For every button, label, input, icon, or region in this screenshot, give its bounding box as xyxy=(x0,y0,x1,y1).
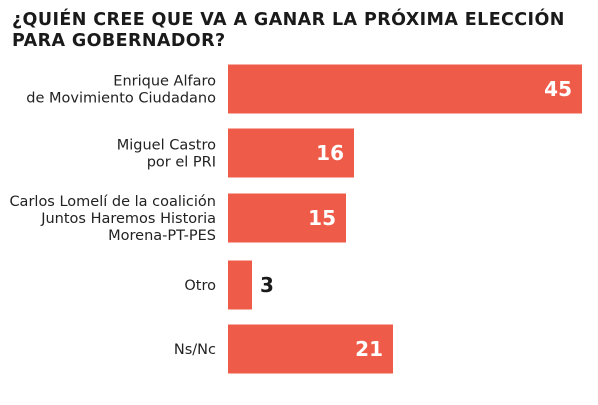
bar-1 xyxy=(228,128,354,178)
value-label-3: 3 xyxy=(260,273,274,297)
bar-2 xyxy=(228,193,346,243)
category-label-2-line-2: Morena-PT-PES xyxy=(108,228,216,244)
value-label-1: 16 xyxy=(316,141,344,165)
category-label-1-line-0: Miguel Castro xyxy=(117,138,216,154)
chart-title-line-2: PARA GOBERNADOR? xyxy=(12,31,226,51)
chart-title: ¿QUIÉN CREE QUE VA A GANAR LA PRÓXIMA EL… xyxy=(12,10,592,52)
value-label-2: 15 xyxy=(308,206,336,230)
bar-3 xyxy=(228,260,252,310)
chart-title-line-1: ¿QUIÉN CREE QUE VA A GANAR LA PRÓXIMA EL… xyxy=(12,10,565,30)
category-label-0-line-1: de Movimiento Ciudadano xyxy=(26,91,216,107)
bar-0 xyxy=(228,64,582,114)
category-label-1-line-1: por el PRI xyxy=(147,155,216,171)
category-label-3-line-0: Otro xyxy=(184,278,216,294)
category-label-4-line-0: Ns/Nc xyxy=(174,342,216,358)
value-label-4: 21 xyxy=(355,337,383,361)
category-label-2-line-1: Juntos Haremos Historia xyxy=(40,211,216,227)
value-label-0: 45 xyxy=(544,77,572,101)
category-label-2-line-0: Carlos Lomelí de la coalición xyxy=(9,194,216,210)
bar-4 xyxy=(228,324,393,374)
category-label-0-line-0: Enrique Alfaro xyxy=(113,74,216,90)
